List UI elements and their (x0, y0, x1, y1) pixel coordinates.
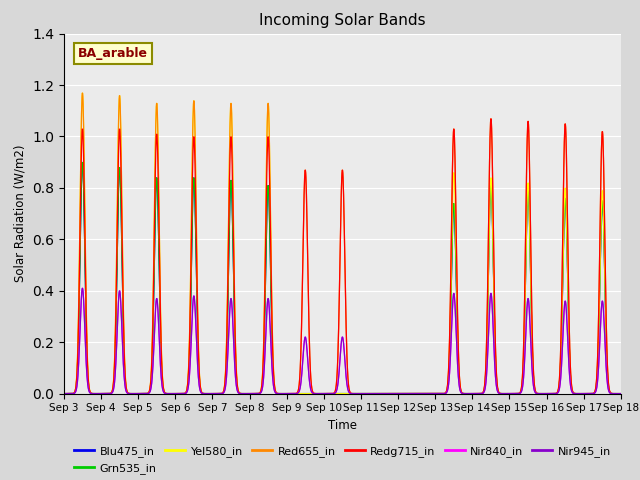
Red655_in (359, 391, 367, 396)
Redg715_in (371, 391, 379, 396)
Red655_in (617, 391, 625, 396)
Redg715_in (568, 386, 576, 392)
Red655_in (216, 391, 223, 396)
Blu475_in (60, 391, 68, 396)
Line: Redg715_in: Redg715_in (64, 119, 621, 394)
Redg715_in (357, 391, 365, 396)
Blu475_in (584, 391, 591, 396)
Grn535_in (79, 160, 86, 166)
Nir945_in (617, 391, 625, 396)
Red655_in (568, 386, 576, 392)
Grn535_in (505, 391, 513, 396)
Nir840_in (60, 391, 68, 396)
Grn535_in (216, 391, 223, 396)
Nir945_in (568, 389, 576, 395)
Nir945_in (60, 391, 68, 396)
Yel580_in (359, 391, 367, 396)
Red655_in (357, 391, 365, 396)
Line: Red655_in: Red655_in (64, 93, 621, 394)
Yel580_in (617, 391, 625, 396)
Redg715_in (617, 391, 625, 396)
Redg715_in (60, 391, 68, 396)
Blu475_in (359, 391, 367, 396)
X-axis label: Time: Time (328, 419, 357, 432)
Blu475_in (617, 391, 625, 396)
Redg715_in (505, 391, 513, 396)
Blu475_in (216, 391, 223, 396)
Title: Incoming Solar Bands: Incoming Solar Bands (259, 13, 426, 28)
Line: Blu475_in: Blu475_in (64, 163, 621, 394)
Y-axis label: Solar Radiation (W/m2): Solar Radiation (W/m2) (13, 145, 27, 282)
Yel580_in (283, 391, 291, 396)
Nir945_in (216, 391, 223, 396)
Yel580_in (216, 391, 223, 396)
Nir840_in (359, 391, 367, 396)
Redg715_in (216, 391, 223, 396)
Nir840_in (584, 391, 591, 396)
Nir945_in (359, 391, 367, 396)
Text: BA_arable: BA_arable (78, 47, 148, 60)
Line: Nir945_in: Nir945_in (64, 288, 621, 394)
Line: Nir840_in: Nir840_in (64, 288, 621, 394)
Nir840_in (505, 391, 513, 396)
Redg715_in (359, 391, 367, 396)
Nir840_in (617, 391, 625, 396)
Nir840_in (79, 286, 86, 291)
Blu475_in (568, 387, 576, 393)
Nir840_in (357, 391, 365, 396)
Grn535_in (371, 391, 379, 396)
Red655_in (371, 391, 379, 396)
Red655_in (505, 391, 513, 396)
Red655_in (79, 90, 86, 96)
Yel580_in (79, 90, 86, 96)
Grn535_in (584, 391, 591, 396)
Blu475_in (283, 391, 291, 396)
Nir945_in (357, 391, 365, 396)
Grn535_in (617, 391, 625, 396)
Redg715_in (487, 116, 495, 122)
Grn535_in (283, 391, 291, 396)
Nir945_in (79, 286, 86, 291)
Nir945_in (505, 391, 513, 396)
Red655_in (584, 391, 591, 396)
Grn535_in (568, 387, 576, 393)
Yel580_in (505, 391, 513, 396)
Grn535_in (359, 391, 367, 396)
Yel580_in (584, 391, 591, 396)
Red655_in (60, 391, 68, 396)
Blu475_in (79, 160, 86, 166)
Yel580_in (60, 391, 68, 396)
Nir840_in (371, 391, 379, 396)
Yel580_in (568, 387, 576, 393)
Blu475_in (505, 391, 513, 396)
Blu475_in (371, 391, 379, 396)
Line: Yel580_in: Yel580_in (64, 93, 621, 394)
Nir945_in (371, 391, 379, 396)
Nir945_in (584, 391, 591, 396)
Nir840_in (216, 391, 223, 396)
Grn535_in (60, 391, 68, 396)
Redg715_in (584, 391, 591, 396)
Yel580_in (371, 391, 379, 396)
Legend: Blu475_in, Grn535_in, Yel580_in, Red655_in, Redg715_in, Nir840_in, Nir945_in: Blu475_in, Grn535_in, Yel580_in, Red655_… (70, 442, 616, 478)
Nir840_in (568, 389, 576, 395)
Line: Grn535_in: Grn535_in (64, 163, 621, 394)
